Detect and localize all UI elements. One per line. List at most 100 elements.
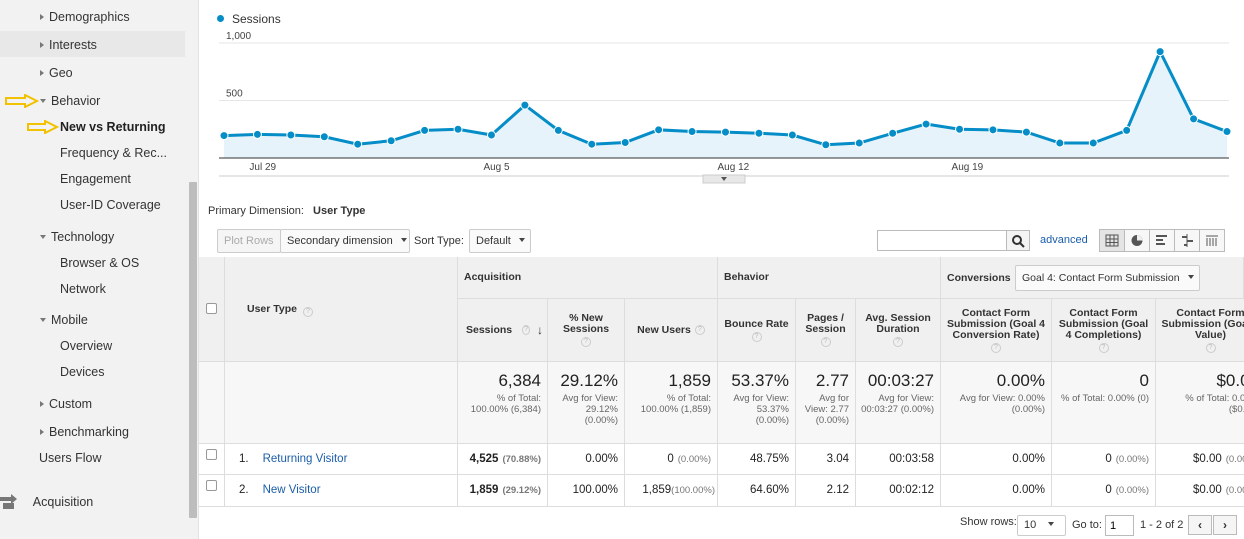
sidebar-item-custom[interactable]: Custom xyxy=(40,397,92,411)
sidebar: Demographics Interests Geo Behavior New vs R… xyxy=(0,0,199,539)
next-page-button[interactable]: › xyxy=(1213,515,1237,535)
column-header-completions[interactable]: Contact Form Submission (Goal 4 Completi… xyxy=(1052,299,1156,362)
sidebar-item-label: Frequency & Rec... xyxy=(60,146,167,160)
view-pie-button[interactable] xyxy=(1124,229,1150,252)
column-header-duration[interactable]: Avg. Session Duration? xyxy=(856,299,941,362)
goal-select-dropdown[interactable]: Goal 4: Contact Form Submission xyxy=(1015,265,1200,291)
sidebar-item-frequency-rec[interactable]: Frequency & Rec... xyxy=(60,146,167,160)
chevron-down-icon xyxy=(1187,275,1194,279)
cell-percent: (0.00%) xyxy=(1225,454,1244,465)
row-checkbox[interactable] xyxy=(206,449,217,460)
column-header-value[interactable]: Contact Form Submission (Goal 4 Value)? xyxy=(1156,299,1244,362)
help-icon[interactable]: ? xyxy=(581,337,591,347)
header-user-type[interactable]: User Type? xyxy=(225,257,458,362)
x-tick-label: Aug 5 xyxy=(483,162,510,173)
cell-percent: (0.00%) xyxy=(1225,485,1244,496)
help-icon[interactable]: ? xyxy=(1098,342,1109,353)
header-user-type-label: User Type xyxy=(247,303,297,315)
data-point xyxy=(821,140,831,150)
chevron-right-icon xyxy=(40,429,44,435)
total-value: 53.37% xyxy=(731,371,789,390)
prev-page-button[interactable]: ‹ xyxy=(1188,515,1212,535)
column-header-pages[interactable]: Pages / Session? xyxy=(796,299,856,362)
sidebar-item-benchmarking[interactable]: Benchmarking xyxy=(40,425,129,439)
sidebar-item-label: Browser & OS xyxy=(60,256,140,270)
column-header-pct_new[interactable]: % New Sessions? xyxy=(548,299,625,362)
totals-cell: 1,859 % of Total: 100.00% (1,859) xyxy=(625,362,718,444)
sidebar-item-label: Benchmarking xyxy=(49,425,129,439)
y-tick-label: 1,000 xyxy=(226,31,251,42)
help-icon[interactable]: ? xyxy=(820,337,831,347)
sidebar-item-acquisition[interactable]: Acquisition xyxy=(0,492,93,510)
data-point xyxy=(921,119,931,129)
sidebar-item-user-id-coverage[interactable]: User-ID Coverage xyxy=(60,198,161,212)
sidebar-item-label: Overview xyxy=(60,339,113,353)
sidebar-scrollbar[interactable] xyxy=(189,182,197,518)
goto-label: Go to: xyxy=(1072,519,1102,531)
sidebar-item-interests[interactable]: Interests xyxy=(40,38,97,52)
cell-value: 0.00% xyxy=(1012,453,1045,465)
data-point xyxy=(754,128,764,138)
group-conversions-label: Conversions xyxy=(947,272,1011,284)
plot-rows-button[interactable]: Plot Rows xyxy=(217,229,281,253)
table-search-input[interactable] xyxy=(877,230,1007,251)
totals-cell: 53.37% Avg for View: 53.37% (0.00%) xyxy=(718,362,796,444)
legend-dot-icon xyxy=(217,15,224,22)
column-header-label: Bounce Rate xyxy=(724,317,789,330)
page-range: 1 - 2 of 2 xyxy=(1140,519,1184,531)
bar-list-icon xyxy=(1156,235,1167,245)
sort-type-dropdown[interactable]: Default xyxy=(469,229,531,253)
table-cell: 48.75% xyxy=(718,444,796,475)
sidebar-item-overview[interactable]: Overview xyxy=(60,339,112,353)
data-point xyxy=(955,124,965,134)
sidebar-item-technology[interactable]: Technology xyxy=(40,230,114,244)
column-header-new_users[interactable]: New Users? xyxy=(625,299,718,362)
sidebar-item-browser-os[interactable]: Browser & OS xyxy=(60,256,139,270)
column-header-bounce[interactable]: Bounce Rate? xyxy=(718,299,796,362)
total-subtext: % of Total: 0.00% ($0.00) xyxy=(1185,393,1244,415)
sidebar-item-engagement[interactable]: Engagement xyxy=(60,172,131,186)
data-point xyxy=(587,139,597,149)
total-value: 29.12% xyxy=(560,371,618,390)
sidebar-item-devices[interactable]: Devices xyxy=(60,365,104,379)
column-header-conv_rate[interactable]: Contact Form Submission (Goal 4 Conversi… xyxy=(941,299,1052,362)
view-comparison-button[interactable] xyxy=(1174,229,1200,252)
view-pivot-button[interactable] xyxy=(1199,229,1225,252)
table-cell: 64.60% xyxy=(718,475,796,507)
select-all-checkbox[interactable] xyxy=(206,303,217,314)
help-icon[interactable]: ? xyxy=(303,307,313,317)
pivot-icon xyxy=(1206,235,1218,246)
secondary-dimension-dropdown[interactable]: Secondary dimension xyxy=(280,229,410,253)
help-icon[interactable]: ? xyxy=(1205,342,1216,353)
help-icon[interactable]: ? xyxy=(991,342,1001,353)
sort-descending-icon[interactable]: ↓ xyxy=(537,322,543,337)
primary-dimension-value[interactable]: User Type xyxy=(313,205,366,217)
sessions-chart: Sessions 1,000 500 Jul 29 Aug 5 Aug 12 Aug 19 xyxy=(199,0,1244,200)
table-cell: 100.00% xyxy=(548,475,625,507)
sidebar-item-new-vs-returning[interactable]: New vs Returning xyxy=(60,120,166,134)
data-point xyxy=(453,124,463,134)
help-icon[interactable]: ? xyxy=(694,325,705,335)
help-icon[interactable]: ? xyxy=(893,337,903,347)
advanced-filter-link[interactable]: advanced xyxy=(1040,234,1088,246)
sidebar-item-geo[interactable]: Geo xyxy=(40,66,73,80)
view-performance-button[interactable] xyxy=(1149,229,1175,252)
sidebar-item-users-flow[interactable]: Users Flow xyxy=(39,451,102,465)
help-icon[interactable]: ? xyxy=(522,325,530,335)
row-user-type-link[interactable]: Returning Visitor xyxy=(262,453,348,465)
row-user-type-link[interactable]: New Visitor xyxy=(262,484,321,496)
sidebar-item-mobile[interactable]: Mobile xyxy=(40,313,88,327)
sidebar-item-label: New vs Returning xyxy=(60,120,166,134)
sidebar-item-network[interactable]: Network xyxy=(60,282,106,296)
column-header-sessions[interactable]: Sessions? ↓ xyxy=(458,299,548,362)
view-table-button[interactable] xyxy=(1099,229,1125,252)
row-checkbox[interactable] xyxy=(206,480,217,491)
show-rows-select[interactable]: 10 xyxy=(1017,515,1066,536)
row-select xyxy=(199,475,225,507)
sidebar-item-demographics[interactable]: Demographics xyxy=(40,10,130,24)
goto-page-input[interactable] xyxy=(1105,515,1134,536)
cell-value: 1,859 xyxy=(642,484,672,496)
sidebar-item-behavior[interactable]: Behavior xyxy=(40,94,100,108)
search-button[interactable] xyxy=(1006,230,1030,251)
help-icon[interactable]: ? xyxy=(751,331,762,342)
